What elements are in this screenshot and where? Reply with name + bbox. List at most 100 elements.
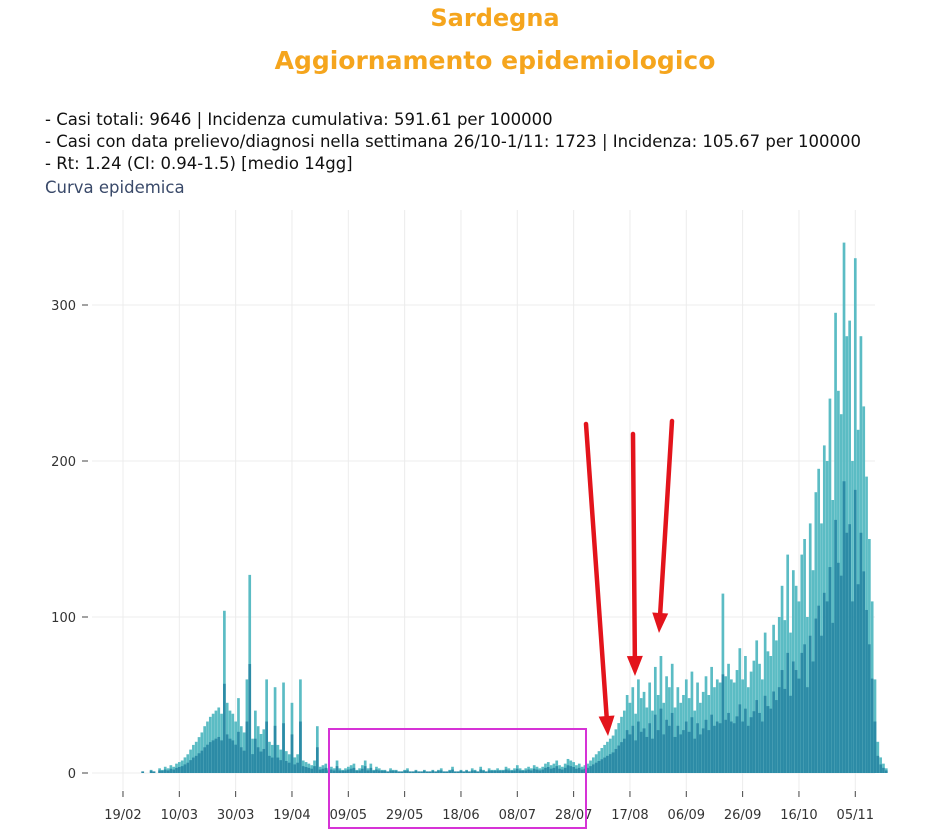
bar-core [839,575,843,773]
bar-core [800,652,804,773]
bar-core [848,524,851,773]
stats-summary: - Casi totali: 9646 | Incidenza cumulati… [45,109,861,175]
bar-core [634,740,637,773]
bar-core [231,740,235,773]
bar-core [715,721,719,773]
bar-core [454,771,457,773]
bar-core [563,767,567,773]
bar-core [428,771,432,773]
bar-core [423,770,426,773]
bar-core [406,770,409,773]
x-tick-label: 26/09 [724,808,761,823]
bar-core [375,769,378,773]
page-subtitle: Aggiornamento epidemiologico [274,46,716,75]
bar-core [358,770,361,773]
bar-core [546,766,550,773]
bar-core [465,770,468,773]
bar-core [194,755,198,773]
bar-core [192,757,195,773]
bar-core [161,770,164,773]
bar-core [515,768,519,773]
bar-core [749,717,753,773]
bar-core [791,661,795,773]
bar-core [304,766,308,773]
bar-core [828,567,832,773]
bar-core [814,618,818,773]
bar-core [580,769,584,773]
bar-core [746,725,750,773]
bar-core [225,734,229,773]
x-tick-label: 30/03 [217,808,254,823]
bar-core [254,738,257,773]
bar-core [535,769,539,773]
bar-core [794,670,798,773]
bar-core [699,734,702,773]
bar-core [217,736,221,773]
bar-core [834,519,837,773]
bar-core [445,771,449,773]
bar-core [408,771,412,773]
bar-core [761,721,764,773]
y-tick-label: 100 [51,611,76,626]
bar-core [268,755,271,773]
bar-core [496,770,499,773]
bar-core [341,770,345,773]
x-tick-label: 08/07 [499,808,536,823]
stats-total-cases: - Casi totali: 9646 | Incidenza cumulati… [45,110,553,129]
bar-core [470,770,474,773]
bar-core [651,738,654,773]
bar-core [684,721,688,773]
bar-core [386,771,390,773]
bar-core [282,723,285,773]
bar-core [417,771,421,773]
bar-core [851,601,854,773]
bar-core [484,771,488,773]
y-tick-label: 0 [68,767,76,782]
y-tick-label: 300 [51,299,76,314]
bar-core [214,738,218,773]
bar-core [493,770,497,773]
bar-core [296,762,299,773]
bar-core [606,755,609,773]
bar-core [389,770,392,773]
bar-core [434,771,437,773]
bar-core [344,770,347,773]
bar-core [732,723,736,773]
bar-core [149,770,153,773]
bar-core [845,532,849,773]
bar-core [614,748,618,773]
bar-core [451,769,454,773]
bar-core [653,714,657,773]
bar-core [648,723,652,773]
bar-core [338,770,342,773]
bar-core [583,768,587,773]
bar-core [158,770,161,773]
bar-core [639,731,643,773]
bar-core [704,719,708,773]
bar-core [597,760,601,773]
bar-core [186,762,190,773]
bar-core [285,760,288,773]
bar-core [589,766,592,773]
arrow-2-shaft [630,431,638,659]
bar-core [206,744,209,773]
bar-core [837,562,840,773]
arrow-3-head [652,612,669,633]
bar-core [307,767,311,773]
y-tick-label: 200 [51,455,76,470]
bar-core [245,721,249,773]
bar-core [420,771,423,773]
arrow-1-shaft [583,421,609,719]
bar-core [631,725,635,773]
bar-core [777,687,781,773]
x-tick-label: 17/08 [611,808,648,823]
bar-core [352,767,356,773]
bar-core [789,695,792,773]
bar-core [637,721,640,773]
bar-core [318,769,322,773]
bar-core [769,708,773,773]
bar-core [859,532,863,773]
bar-core [177,766,181,773]
bar-core [346,769,350,773]
bar-core [766,706,770,773]
